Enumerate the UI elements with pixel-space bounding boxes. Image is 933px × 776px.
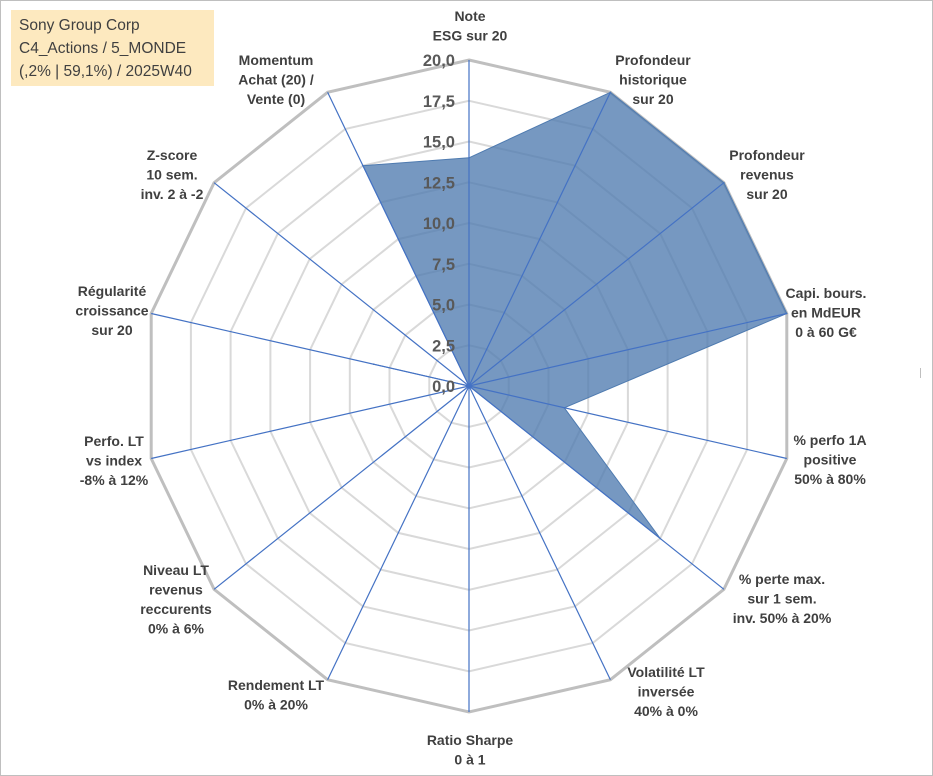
category-label-line: -8% à 12% [80, 472, 149, 488]
axis-spoke [213, 182, 470, 387]
axis-spoke [327, 385, 470, 680]
category-label-line: 50% à 80% [794, 471, 866, 487]
category-label-line: sur 20 [91, 322, 132, 338]
category-label: Rendement LT 0% à 20% [228, 677, 325, 713]
category-label-line: reccurents [140, 601, 212, 617]
category-label: Momentum Achat (20) / Vente (0) [238, 52, 314, 107]
category-label-line: % perfo 1A [793, 432, 866, 448]
category-label-line: sur 1 sem. [747, 591, 816, 607]
tick-label: 0,0 [432, 378, 455, 396]
tick-label-layer: 0,0 2,5 5,0 7,5 10,0 12,5 15,0 17,5 20,0 [423, 52, 455, 396]
axis-spoke [468, 92, 611, 387]
series-area [362, 91, 788, 539]
category-label: Note ESG sur 20 [433, 8, 508, 44]
category-label: Volatilité LT inversée 40% à 0% [627, 664, 705, 719]
axis-spoke [151, 312, 470, 387]
category-label-line: Niveau LT [143, 562, 209, 578]
category-label-line: sur 20 [746, 186, 787, 202]
category-label: Profondeur historique sur 20 [615, 52, 691, 107]
category-label: Ratio Sharpe 0 à 1 [427, 732, 514, 768]
category-label-line: en MdEUR [791, 305, 861, 321]
category-label-line: revenus [740, 167, 794, 183]
tick-label: 7,5 [432, 256, 455, 274]
category-label: Perfo. LT vs index -8% à 12% [80, 433, 149, 488]
category-label: Régularité croissance sur 20 [75, 283, 148, 338]
category-label-line: Ratio Sharpe [427, 732, 514, 748]
series-layer [362, 91, 788, 540]
spoke-layer [151, 60, 787, 712]
tick-label: 10,0 [423, 215, 455, 233]
category-label-line: inversée [638, 684, 695, 700]
tick-label: 17,5 [423, 93, 455, 111]
category-label-line: Momentum [239, 52, 314, 68]
axis-spoke [213, 385, 470, 590]
category-label-line: 0% à 20% [244, 697, 308, 713]
category-label-line: Z-score [147, 147, 198, 163]
category-label: Niveau LT revenus reccurents 0% à 6% [140, 562, 212, 637]
category-label-line: Volatilité LT [627, 664, 705, 680]
category-label-line: Achat (20) / [238, 72, 314, 88]
category-label-line: inv. 2 à -2 [141, 186, 204, 202]
category-label-line: Perfo. LT [84, 433, 144, 449]
tick-label: 20,0 [423, 52, 455, 70]
category-label-line: Régularité [78, 283, 147, 299]
info-stats-week: (,2% | 59,1%) / 2025W40 [19, 63, 192, 80]
category-label-line: revenus [149, 582, 203, 598]
category-label-line: croissance [75, 303, 148, 319]
category-label-line: vs index [86, 453, 142, 469]
category-label-line: historique [619, 72, 687, 88]
axis-spoke [151, 385, 470, 460]
tick-label: 15,0 [423, 134, 455, 152]
tick-label: 12,5 [423, 174, 455, 192]
tick-label: 2,5 [432, 337, 455, 355]
category-label-line: 0 à 1 [454, 752, 485, 768]
axis-spoke [327, 92, 470, 387]
category-label-line: sur 20 [632, 91, 673, 107]
category-label-line: ESG sur 20 [433, 28, 508, 44]
category-label-line: Profondeur [615, 52, 691, 68]
category-label: Z-score 10 sem. inv. 2 à -2 [141, 147, 204, 202]
category-label-line: 0 à 60 G€ [795, 324, 857, 340]
category-label: % perfo 1A positive 50% à 80% [793, 432, 866, 487]
axis-spoke [468, 312, 787, 387]
info-box: Sony Group Corp C4_Actions / 5_MONDE (,2… [11, 10, 214, 86]
axis-spoke [468, 182, 725, 387]
category-label-line: Rendement LT [228, 677, 325, 693]
info-portfolio: C4_Actions / 5_MONDE [19, 40, 187, 57]
category-label-line: Profondeur [729, 147, 805, 163]
category-label-line: Note [454, 8, 485, 24]
category-label: % perte max. sur 1 sem. inv. 50% à 20% [733, 571, 832, 626]
axis-spoke [468, 385, 787, 460]
category-label-line: Capi. bours. [786, 285, 867, 301]
info-company-name: Sony Group Corp [19, 17, 140, 34]
category-label-line: Vente (0) [247, 91, 305, 107]
category-label-line: inv. 50% à 20% [733, 610, 832, 626]
resize-handle[interactable] [920, 368, 927, 378]
category-label-line: 10 sem. [146, 167, 197, 183]
category-label: Capi. bours. en MdEUR 0 à 60 G€ [786, 285, 867, 340]
category-label: Profondeur revenus sur 20 [729, 147, 805, 202]
category-label-line: 40% à 0% [634, 703, 698, 719]
axis-spoke [468, 385, 611, 680]
category-label-line: positive [804, 452, 857, 468]
tick-label: 5,0 [432, 297, 455, 315]
category-label-line: % perte max. [739, 571, 825, 587]
axis-label-layer: Note ESG sur 20 Profondeur historique sur 20… [75, 8, 866, 768]
category-label-line: 0% à 6% [148, 621, 205, 637]
axis-spoke [468, 385, 725, 590]
